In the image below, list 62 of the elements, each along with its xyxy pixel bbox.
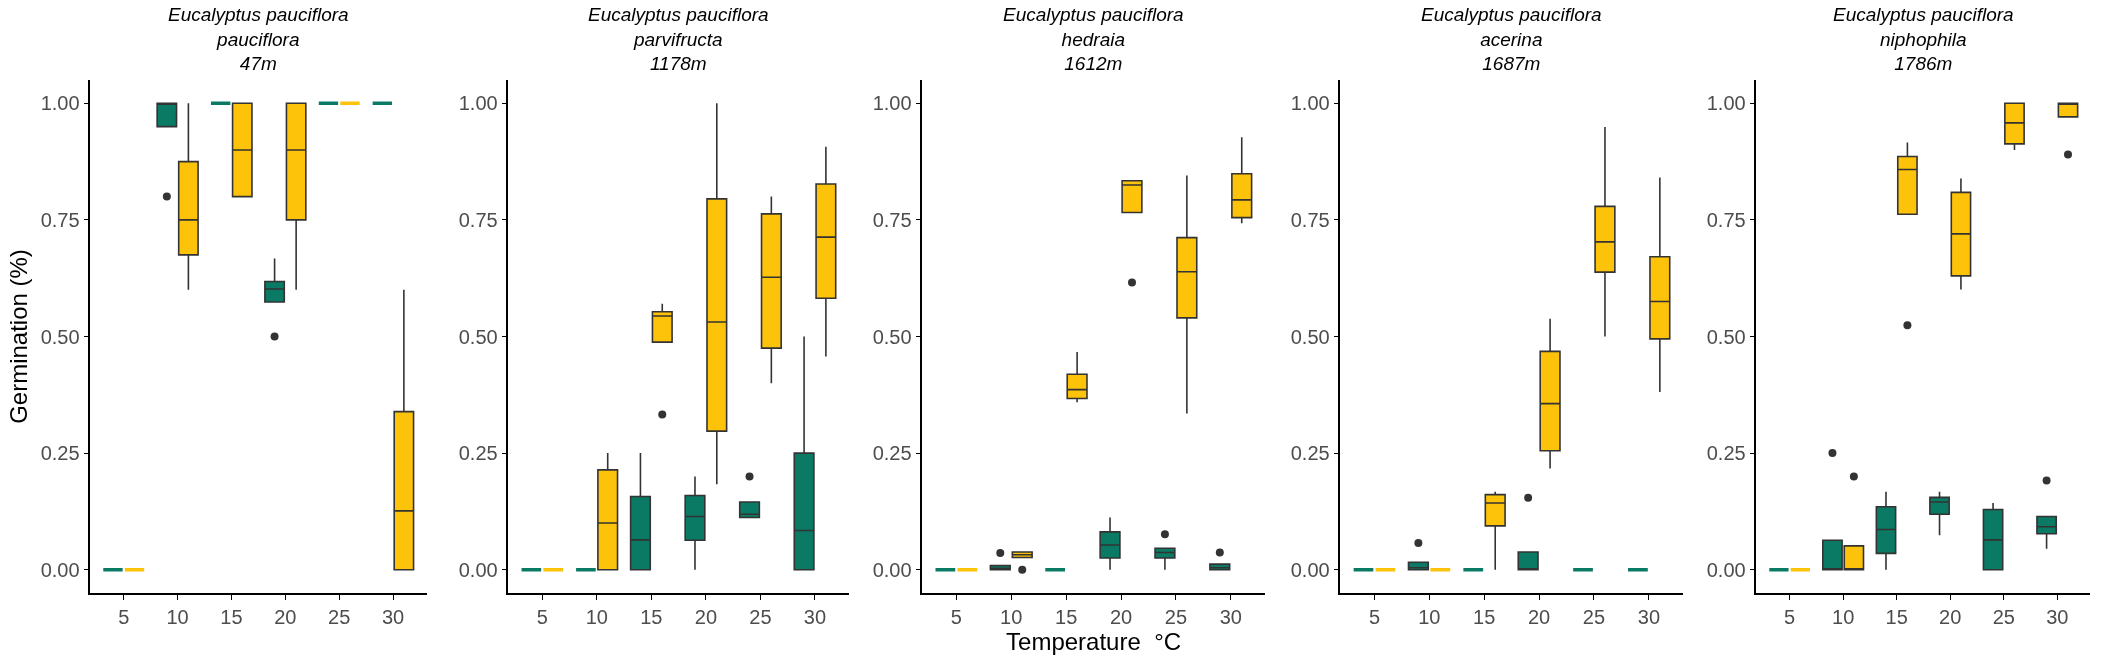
y-tick-label: 0.00 — [1706, 558, 1746, 581]
x-axis-title: Temperature °C — [1006, 627, 1182, 655]
x-tick-label: 15 — [1055, 605, 1078, 628]
x-tick-label: 15 — [640, 605, 663, 628]
y-tick-label: 0.00 — [40, 558, 80, 581]
x-tick-label: 20 — [1109, 605, 1133, 628]
x-tick-label: 10 — [1000, 605, 1023, 628]
x-tick-label: 5 — [1368, 605, 1381, 628]
y-tick-label: 0.25 — [458, 442, 498, 465]
chart-title: Eucalyptus pauciflora hedraia 1612m — [1003, 4, 1184, 75]
x-tick-label: 30 — [381, 605, 405, 628]
y-tick-label: 0.25 — [1290, 442, 1330, 465]
y-tick-label: 1.00 — [40, 92, 80, 115]
y-axis-title: Germination (%) — [5, 249, 33, 424]
y-tick-label: 0.50 — [872, 325, 912, 348]
x-tick-label: 5 — [118, 605, 130, 628]
x-tick-label: 15 — [1473, 605, 1496, 628]
y-tick-label: 0.75 — [872, 208, 912, 231]
x-tick-label: 5 — [536, 605, 548, 628]
x-tick-label: 30 — [803, 605, 827, 628]
x-tick-label: 25 — [749, 605, 772, 628]
chart-title: Eucalyptus pauciflora parvifructa 1178m — [588, 4, 769, 75]
x-tick-label: 25 — [328, 605, 351, 628]
y-tick-label: 0.50 — [1706, 325, 1746, 348]
x-tick-label: 10 — [1418, 605, 1441, 628]
y-tick-label: 0.75 — [458, 208, 498, 231]
x-tick-label: 20 — [1527, 605, 1551, 628]
x-tick-label: 30 — [2046, 605, 2069, 628]
y-tick-label: 1.00 — [458, 92, 498, 115]
x-tick-label: 30 — [1637, 605, 1660, 628]
x-tick-label: 15 — [220, 605, 243, 628]
x-tick-label: 10 — [1832, 605, 1855, 628]
y-tick-label: 0.50 — [458, 325, 498, 348]
y-tick-label: 0.00 — [458, 558, 498, 581]
y-tick-label: 0.25 — [40, 442, 80, 465]
x-tick-label: 10 — [585, 605, 608, 628]
x-tick-label: 20 — [1939, 605, 1962, 628]
y-tick-label: 0.50 — [1290, 325, 1330, 348]
x-tick-label: 15 — [1885, 605, 1908, 628]
y-tick-label: 0.25 — [872, 442, 912, 465]
y-tick-label: 0.25 — [1706, 442, 1746, 465]
x-tick-label: 25 — [1164, 605, 1188, 628]
chart-title: Eucalyptus pauciflora acerina 1687m — [1421, 4, 1602, 75]
x-tick-label: 20 — [694, 605, 718, 628]
y-tick-label: 0.75 — [1706, 208, 1746, 231]
chart-title: Eucalyptus pauciflora niphophila 1786m — [1833, 4, 2014, 75]
y-tick-label: 1.00 — [1706, 92, 1746, 115]
x-tick-label: 5 — [950, 605, 962, 628]
x-tick-label: 25 — [1992, 605, 2015, 628]
x-tick-label: 30 — [1219, 605, 1242, 628]
x-tick-label: 5 — [1784, 605, 1796, 628]
y-tick-label: 0.00 — [1290, 558, 1330, 581]
x-tick-label: 25 — [1582, 605, 1606, 628]
chart-title: Eucalyptus pauciflora pauciflora 47m — [168, 4, 349, 75]
y-tick-label: 0.75 — [40, 208, 80, 231]
y-tick-label: 0.50 — [40, 325, 80, 348]
y-tick-label: 1.00 — [1290, 92, 1330, 115]
y-tick-label: 0.00 — [872, 558, 912, 581]
x-tick-label: 10 — [166, 605, 189, 628]
y-tick-label: 1.00 — [872, 92, 912, 115]
y-tick-label: 0.75 — [1290, 208, 1330, 231]
x-tick-label: 20 — [274, 605, 297, 628]
